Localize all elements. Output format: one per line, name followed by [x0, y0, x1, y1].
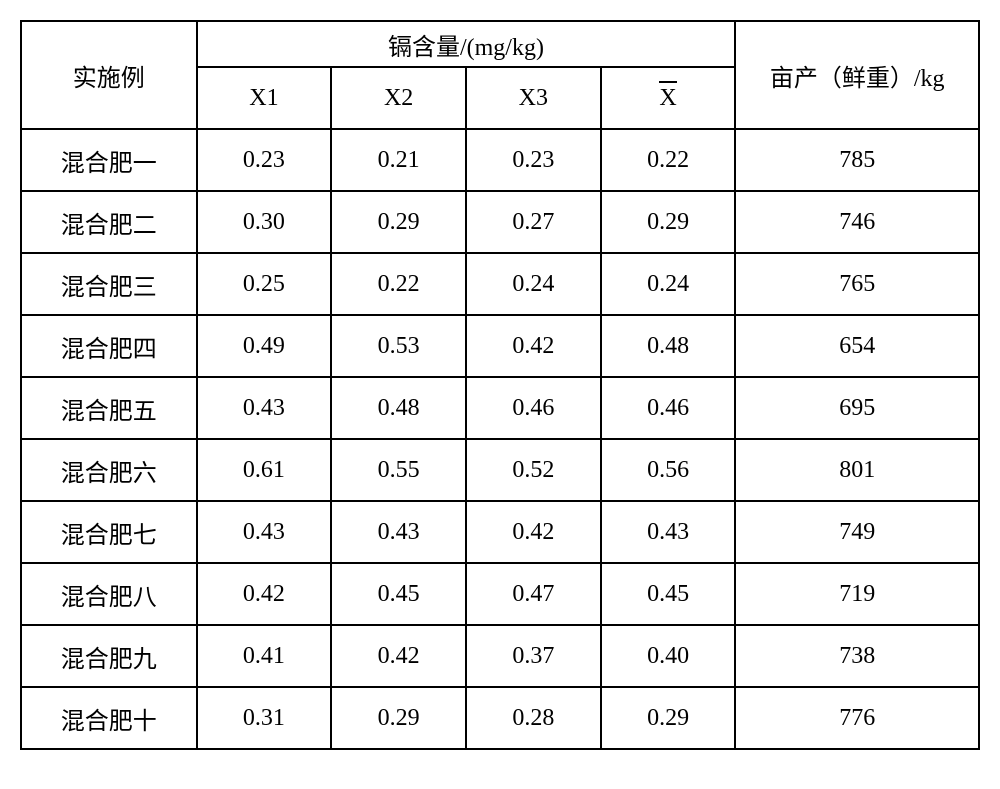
- cell-x1: 0.30: [197, 191, 332, 253]
- cell-yield: 785: [735, 129, 979, 191]
- cell-x3: 0.42: [466, 501, 601, 563]
- cell-example: 混合肥五: [21, 377, 197, 439]
- cell-x2: 0.22: [331, 253, 466, 315]
- cell-x3: 0.47: [466, 563, 601, 625]
- table-row: 混合肥六0.610.550.520.56801: [21, 439, 979, 501]
- table-row: 混合肥三0.250.220.240.24765: [21, 253, 979, 315]
- cell-x2: 0.42: [331, 625, 466, 687]
- cell-x2: 0.53: [331, 315, 466, 377]
- cell-xbar: 0.24: [601, 253, 736, 315]
- table-row: 混合肥二0.300.290.270.29746: [21, 191, 979, 253]
- cell-x2: 0.29: [331, 191, 466, 253]
- table-row: 混合肥七0.430.430.420.43749: [21, 501, 979, 563]
- header-xbar-text: X: [659, 85, 676, 111]
- cell-yield: 719: [735, 563, 979, 625]
- table-row: 混合肥九0.410.420.370.40738: [21, 625, 979, 687]
- header-x1: X1: [197, 67, 332, 129]
- data-table: 实施例 镉含量/(mg/kg) 亩产（鲜重）/kg X1 X2 X3 X 混合肥…: [20, 20, 980, 750]
- cell-xbar: 0.43: [601, 501, 736, 563]
- cell-x1: 0.23: [197, 129, 332, 191]
- cell-example: 混合肥十: [21, 687, 197, 749]
- cell-x2: 0.55: [331, 439, 466, 501]
- cell-x1: 0.42: [197, 563, 332, 625]
- cell-x3: 0.28: [466, 687, 601, 749]
- table-row: 混合肥八0.420.450.470.45719: [21, 563, 979, 625]
- cell-x3: 0.37: [466, 625, 601, 687]
- cell-x1: 0.61: [197, 439, 332, 501]
- cell-example: 混合肥一: [21, 129, 197, 191]
- xbar-overline-icon: [659, 81, 677, 83]
- cell-x3: 0.24: [466, 253, 601, 315]
- cell-x3: 0.42: [466, 315, 601, 377]
- cell-yield: 776: [735, 687, 979, 749]
- cell-example: 混合肥八: [21, 563, 197, 625]
- cell-x2: 0.43: [331, 501, 466, 563]
- table-row: 混合肥一0.230.210.230.22785: [21, 129, 979, 191]
- cell-example: 混合肥四: [21, 315, 197, 377]
- cell-x2: 0.48: [331, 377, 466, 439]
- cell-yield: 746: [735, 191, 979, 253]
- cell-x1: 0.31: [197, 687, 332, 749]
- header-yield: 亩产（鲜重）/kg: [735, 21, 979, 129]
- cell-x1: 0.43: [197, 501, 332, 563]
- header-cadmium-group: 镉含量/(mg/kg): [197, 21, 736, 67]
- cell-example: 混合肥七: [21, 501, 197, 563]
- header-example: 实施例: [21, 21, 197, 129]
- cell-x2: 0.21: [331, 129, 466, 191]
- cell-xbar: 0.22: [601, 129, 736, 191]
- cell-x3: 0.52: [466, 439, 601, 501]
- cell-xbar: 0.48: [601, 315, 736, 377]
- cell-x2: 0.45: [331, 563, 466, 625]
- table-row: 混合肥四0.490.530.420.48654: [21, 315, 979, 377]
- header-xbar: X: [601, 67, 736, 129]
- header-x3: X3: [466, 67, 601, 129]
- cell-x1: 0.43: [197, 377, 332, 439]
- cell-x3: 0.27: [466, 191, 601, 253]
- cell-yield: 801: [735, 439, 979, 501]
- cell-x1: 0.41: [197, 625, 332, 687]
- cell-yield: 695: [735, 377, 979, 439]
- cell-xbar: 0.29: [601, 687, 736, 749]
- cell-example: 混合肥九: [21, 625, 197, 687]
- cell-example: 混合肥三: [21, 253, 197, 315]
- table-body: 混合肥一0.230.210.230.22785混合肥二0.300.290.270…: [21, 129, 979, 749]
- cell-yield: 749: [735, 501, 979, 563]
- cell-yield: 738: [735, 625, 979, 687]
- cell-example: 混合肥六: [21, 439, 197, 501]
- cell-yield: 765: [735, 253, 979, 315]
- cell-example: 混合肥二: [21, 191, 197, 253]
- cell-x1: 0.49: [197, 315, 332, 377]
- cell-xbar: 0.40: [601, 625, 736, 687]
- table-row: 混合肥十0.310.290.280.29776: [21, 687, 979, 749]
- cell-yield: 654: [735, 315, 979, 377]
- cell-x3: 0.23: [466, 129, 601, 191]
- cell-xbar: 0.46: [601, 377, 736, 439]
- table-row: 混合肥五0.430.480.460.46695: [21, 377, 979, 439]
- cell-xbar: 0.29: [601, 191, 736, 253]
- cell-xbar: 0.45: [601, 563, 736, 625]
- cell-x1: 0.25: [197, 253, 332, 315]
- cell-x2: 0.29: [331, 687, 466, 749]
- cell-x3: 0.46: [466, 377, 601, 439]
- header-row-1: 实施例 镉含量/(mg/kg) 亩产（鲜重）/kg: [21, 21, 979, 67]
- cell-xbar: 0.56: [601, 439, 736, 501]
- header-x2: X2: [331, 67, 466, 129]
